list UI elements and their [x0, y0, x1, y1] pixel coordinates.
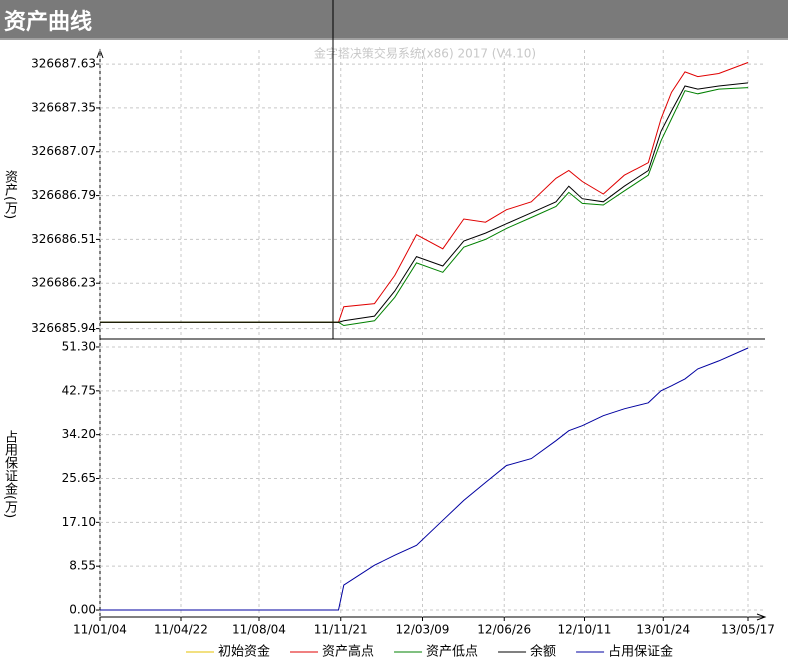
x-tick-label: 12/10/11: [558, 623, 612, 637]
legend-label: 占用保证金: [608, 644, 673, 660]
legend-label: 资产低点: [426, 645, 478, 660]
x-tick-label: 12/06/26: [477, 623, 531, 637]
series-line: [100, 87, 749, 327]
y-tick-label: 326687.63: [31, 57, 96, 71]
y-axis-label: 资产(万): [2, 170, 17, 220]
axis-arrow: [756, 613, 767, 621]
x-tick-label: 11/01/04: [73, 623, 127, 637]
window-title: 资产曲线: [4, 10, 93, 35]
y-tick-label: 0.00: [69, 603, 96, 617]
x-tick-label: 11/11/21: [314, 623, 368, 637]
x-tick-label: 12/03/09: [396, 623, 450, 637]
x-tick-label: 11/04/22: [154, 623, 208, 637]
y-tick-label: 326686.51: [31, 232, 96, 246]
y-tick-label: 51.30: [62, 339, 96, 353]
y-axis-label: 占用保证金(万): [2, 430, 17, 519]
y-tick-label: 326685.94: [31, 321, 96, 335]
watermark: 金字塔决策交易系统(x86) 2017 (V4.10): [314, 46, 536, 61]
legend-label: 初始资金: [218, 644, 270, 660]
legend-label: 资产高点: [322, 644, 374, 660]
y-tick-label: 8.55: [69, 559, 96, 573]
x-tick-label: 11/08/04: [232, 623, 286, 637]
y-tick-label: 34.20: [62, 427, 96, 441]
series-line: [100, 347, 749, 611]
y-tick-label: 326687.35: [31, 100, 96, 114]
y-tick-label: 25.65: [62, 471, 96, 485]
series-line: [100, 82, 749, 323]
x-tick-label: 13/01/24: [636, 623, 690, 637]
series-line: [100, 62, 749, 323]
title-bar: 资产曲线: [0, 0, 788, 40]
y-tick-label: 42.75: [62, 383, 96, 397]
legend-label: 余额: [530, 644, 556, 660]
x-tick-label: 13/05/17: [721, 623, 775, 637]
y-tick-label: 326687.07: [31, 144, 96, 158]
y-tick-label: 326686.23: [31, 276, 96, 290]
y-tick-label: 326686.79: [31, 188, 96, 202]
y-tick-label: 17.10: [62, 515, 96, 529]
